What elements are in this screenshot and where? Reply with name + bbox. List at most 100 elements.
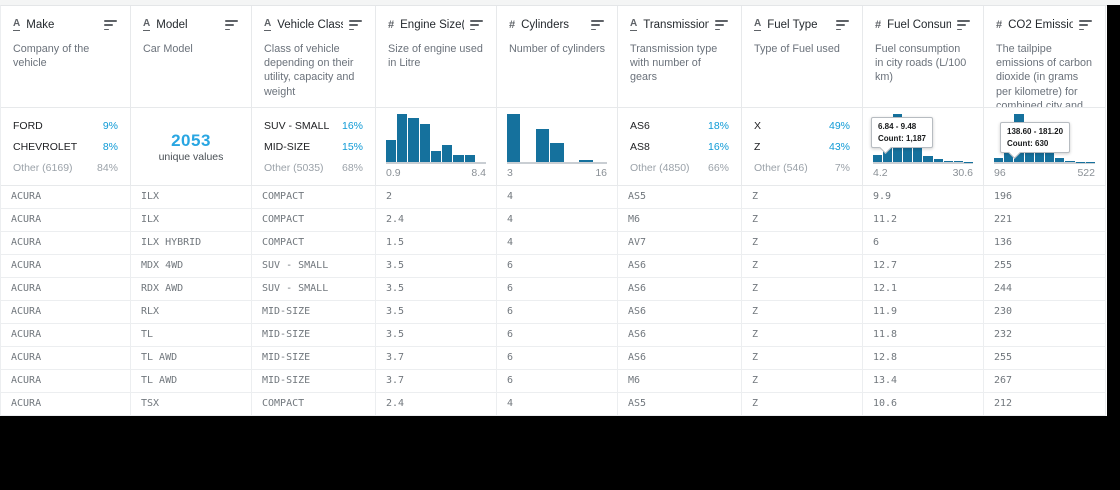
column-header-fuel-consumption[interactable]: # Fuel Consumption... Fuel consumption i…	[863, 6, 984, 108]
column-header-co2-emissions[interactable]: # CO2 Emissions(g/... The tailpipe emiss…	[984, 6, 1106, 108]
sort-icon[interactable]	[104, 20, 118, 30]
cell-model: TL	[131, 324, 252, 347]
cell-make: ACURA	[1, 255, 131, 278]
category-label: CHEVROLET	[13, 140, 78, 153]
cell-model: MDX 4WD	[131, 255, 252, 278]
histogram-bar[interactable]	[453, 155, 464, 162]
histogram-bar[interactable]	[464, 155, 475, 162]
sort-icon[interactable]	[836, 20, 850, 30]
histogram-bar[interactable]	[953, 161, 963, 162]
dataset-column-table: A Make Company of the vehicle A Model Ca…	[0, 5, 1107, 416]
column-summary-fuel-type: X 49% Z 43% Other (546) 7%	[742, 108, 863, 186]
column-header-top: A Make	[13, 17, 118, 33]
tooltip-range: 6.84 - 9.48	[878, 122, 917, 131]
text-type-icon: A	[264, 18, 272, 31]
histogram-bar[interactable]	[873, 155, 883, 162]
histogram-bar[interactable]	[913, 146, 923, 162]
cell-transmission: AV7	[618, 232, 742, 255]
category-percent: 8%	[102, 140, 118, 153]
histogram-bar[interactable]	[1055, 158, 1065, 162]
histogram-baseline	[386, 162, 486, 164]
histogram-bar[interactable]	[943, 160, 953, 162]
cell-fuel-type: Z	[742, 324, 863, 347]
column-header-vehicle-class[interactable]: A Vehicle Class Class of vehicle dependi…	[252, 6, 376, 108]
table-row: ACURA ILX HYBRID COMPACT 1.5 4 AV7 Z 6 136	[1, 232, 1107, 255]
histogram-axis-labels: 96 522	[994, 167, 1095, 179]
sort-icon[interactable]	[715, 20, 729, 30]
cell-cylinders: 6	[497, 301, 618, 324]
histogram-bar[interactable]	[579, 159, 593, 162]
cell-transmission: AS6	[618, 301, 742, 324]
cell-fuel-consumption: 6	[863, 232, 984, 255]
histogram-bar[interactable]	[994, 158, 1004, 162]
cell-fuel-consumption: 9.9	[863, 186, 984, 209]
cell-fuel-consumption: 12.7	[863, 255, 984, 278]
histogram-bar[interactable]	[408, 117, 419, 162]
category-percent: 18%	[707, 119, 729, 132]
top-category-row: MID-SIZE 15%	[264, 136, 363, 157]
column-title: Cylinders	[521, 19, 570, 31]
cell-fuel-type: Z	[742, 347, 863, 370]
histogram-tooltip: 6.84 - 9.48 Count: 1,187	[871, 117, 934, 154]
histogram-bar[interactable]	[1065, 160, 1075, 162]
histogram-bar[interactable]	[535, 129, 550, 162]
sort-icon[interactable]	[591, 20, 605, 30]
cell-engine-size: 3.5	[376, 255, 497, 278]
cell-cylinders: 6	[497, 278, 618, 301]
column-header-engine-size[interactable]: # Engine Size(L) Size of engine used in …	[376, 6, 497, 108]
cell-model: RDX AWD	[131, 278, 252, 301]
histogram-bar[interactable]	[550, 142, 564, 162]
table-body: ACURA ILX COMPACT 2 4 AS5 Z 9.9 196 ACURA ILX COMPA…	[1, 186, 1107, 416]
cell-fuel-type: Z	[742, 255, 863, 278]
histogram-bar[interactable]	[397, 114, 408, 162]
column-header-make[interactable]: A Make Company of the vehicle	[1, 6, 131, 108]
histogram-bar[interactable]	[507, 114, 521, 162]
cell-make: ACURA	[1, 393, 131, 416]
cell-vehicle-class: COMPACT	[252, 186, 376, 209]
column-header-transmission[interactable]: A Transmission Transmission type with nu…	[618, 6, 742, 108]
top-category-row: AS6 18%	[630, 115, 729, 136]
category-percent: 15%	[341, 140, 363, 153]
histogram-bar[interactable]	[419, 123, 430, 162]
histogram-bar[interactable]	[933, 159, 943, 162]
cell-fuel-type: Z	[742, 209, 863, 232]
cell-make: ACURA	[1, 324, 131, 347]
sort-icon[interactable]	[1079, 20, 1093, 30]
histogram-bar[interactable]	[430, 151, 442, 162]
histogram-axis-labels: 4.2 30.6	[873, 167, 973, 179]
cell-make: ACURA	[1, 186, 131, 209]
cell-engine-size: 3.7	[376, 347, 497, 370]
column-header-model[interactable]: A Model Car Model	[131, 6, 252, 108]
histogram-bar[interactable]	[386, 140, 397, 162]
other-categories-row: Other (546) 7%	[754, 157, 850, 178]
cell-fuel-consumption: 12.1	[863, 278, 984, 301]
histogram-baseline	[994, 162, 1095, 164]
column-header-fuel-type[interactable]: A Fuel Type Type of Fuel used	[742, 6, 863, 108]
top-category-row: SUV - SMALL 16%	[264, 115, 363, 136]
sort-icon[interactable]	[957, 20, 971, 30]
category-label: MID-SIZE	[264, 140, 311, 153]
histogram-bar[interactable]	[903, 138, 913, 162]
unique-values-caption: unique values	[158, 150, 224, 163]
histogram-bar[interactable]	[923, 155, 933, 162]
column-header-top: # CO2 Emissions(g/...	[996, 17, 1093, 33]
column-description: Company of the vehicle	[13, 43, 90, 70]
cell-make: ACURA	[1, 278, 131, 301]
other-label: Other (546)	[754, 161, 808, 174]
histogram-bar[interactable]	[442, 145, 453, 162]
cell-model: TSX	[131, 393, 252, 416]
sort-icon[interactable]	[349, 20, 363, 30]
column-title: Fuel Consumption...	[887, 19, 951, 31]
sort-icon[interactable]	[225, 20, 239, 30]
top-category-row: X 49%	[754, 115, 850, 136]
cell-fuel-consumption: 11.9	[863, 301, 984, 324]
histogram-axis-labels: 3 16	[507, 167, 607, 179]
column-header-cylinders[interactable]: # Cylinders Number of cylinders	[497, 6, 618, 108]
cell-co2-emissions: 255	[984, 255, 1106, 278]
cell-fuel-type: Z	[742, 186, 863, 209]
histogram-bar[interactable]	[1045, 153, 1055, 162]
sort-icon[interactable]	[470, 20, 484, 30]
cell-model: ILX	[131, 186, 252, 209]
column-description: The tailpipe emissions of carbon dioxide…	[996, 43, 1093, 108]
cell-co2-emissions: 244	[984, 278, 1106, 301]
